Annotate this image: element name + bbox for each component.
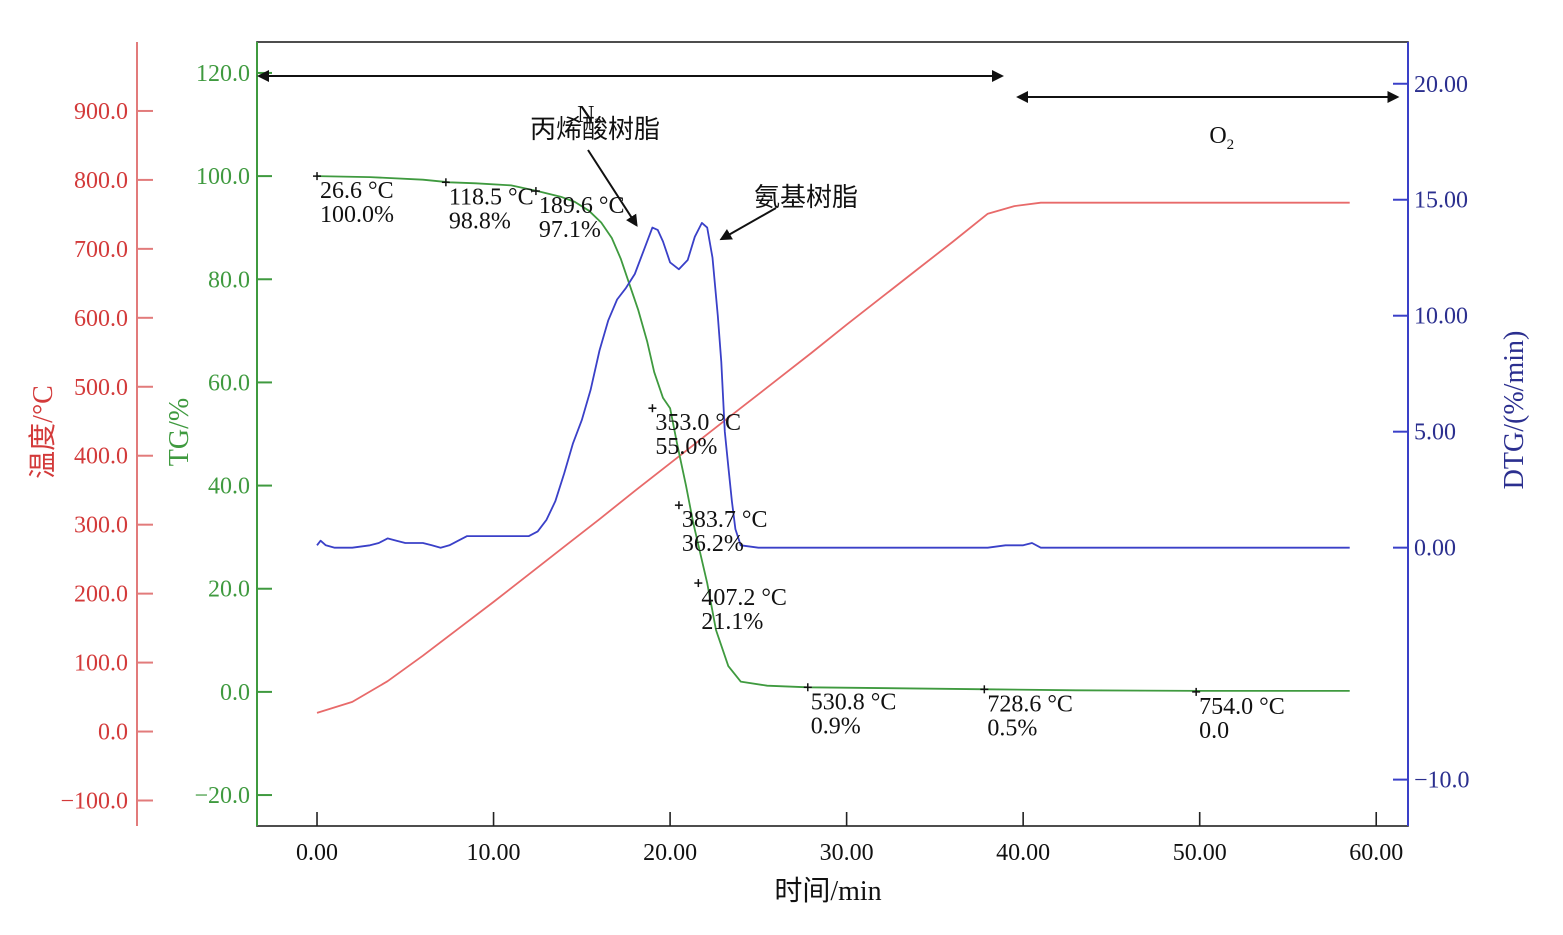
atmosphere-label-main: N bbox=[577, 102, 594, 128]
x-tick-label: 40.00 bbox=[996, 840, 1050, 866]
temperature-tick-label: 200.0 bbox=[74, 582, 128, 608]
temperature-tick-label: 0.0 bbox=[98, 720, 128, 746]
annotation-arrow bbox=[719, 207, 777, 241]
temperature-tick-label: 300.0 bbox=[74, 513, 128, 539]
x-tick-label: 10.00 bbox=[467, 840, 521, 866]
tg-tick-label: 60.0 bbox=[208, 370, 250, 396]
tg-tick-label: −20.0 bbox=[194, 783, 250, 809]
dtg-tick-label: −10.0 bbox=[1414, 768, 1470, 794]
tg-axis: 120.0 100.0 80.0 60.0 40.0 20.0 0.0 −20.0 bbox=[194, 42, 272, 826]
tg-marker-temperature-label: 26.6 °C bbox=[320, 178, 394, 204]
tg-marker-mass-label: 0.0 bbox=[1199, 718, 1229, 744]
atmosphere-label-subscript: 2 bbox=[594, 116, 602, 132]
temperature-tick-label: 400.0 bbox=[74, 444, 128, 470]
atmosphere-label: O2 bbox=[1209, 123, 1234, 153]
tg-marker-temperature-label: 407.2 °C bbox=[701, 585, 787, 611]
x-tick-label: 20.00 bbox=[643, 840, 697, 866]
dtg-axis-title: DTG/(%/min) bbox=[1499, 331, 1530, 490]
tg-marker-temperature-label: 728.6 °C bbox=[987, 691, 1073, 717]
tg-marker-mass-label: 0.5% bbox=[987, 715, 1037, 741]
temperature-tick-label: 700.0 bbox=[74, 237, 128, 263]
dtg-tick-label: 15.00 bbox=[1414, 188, 1468, 214]
temperature-tick-label: 900.0 bbox=[74, 99, 128, 125]
tg-marker-mass-label: 36.2% bbox=[682, 531, 744, 557]
tg-marker-temperature-label: 353.0 °C bbox=[655, 410, 741, 436]
tg-marker-temperature-label: 189.6 °C bbox=[539, 193, 625, 219]
dtg-axis: 20.00 15.00 10.00 5.00 0.00 −10.0 bbox=[1393, 42, 1470, 826]
atmosphere-label-subscript: 2 bbox=[1227, 137, 1235, 153]
tg-marker: 118.5 °C98.8% bbox=[441, 178, 534, 234]
x-tick-label: 0.00 bbox=[296, 840, 338, 866]
tg-marker-mass-label: 97.1% bbox=[539, 217, 601, 243]
time-axis: 0.00 10.00 20.00 30.00 40.00 50.00 60.00 bbox=[296, 812, 1403, 866]
x-tick-label: 60.00 bbox=[1349, 840, 1403, 866]
tg-marker: 754.0 °C0.0 bbox=[1192, 687, 1285, 744]
dtg-tick-label: 10.00 bbox=[1414, 304, 1468, 330]
annotation-acrylic-resin: 丙烯酸树脂 bbox=[530, 115, 660, 144]
tg-tick-label: 40.0 bbox=[208, 474, 250, 500]
tg-tick-label: 120.0 bbox=[196, 61, 250, 87]
dtg-tick-label: 20.00 bbox=[1414, 72, 1468, 98]
temperature-tick-label: 800.0 bbox=[74, 168, 128, 194]
atmosphere-layer: N2 O2 bbox=[257, 70, 1400, 153]
x-axis-title: 时间/min bbox=[774, 875, 881, 907]
tg-marker-mass-label: 0.9% bbox=[811, 713, 861, 739]
temperature-tick-label: 100.0 bbox=[74, 651, 128, 677]
temperature-axis: 900.0 800.0 700.0 600.0 500.0 400.0 300.0 200.0… bbox=[60, 42, 153, 826]
x-tick-label: 50.00 bbox=[1173, 840, 1227, 866]
temperature-tick-label: 600.0 bbox=[74, 306, 128, 332]
temperature-series-line bbox=[316, 201, 1350, 714]
dtg-tick-label: 0.00 bbox=[1414, 536, 1456, 562]
tg-marker: 383.7 °C36.2% bbox=[674, 501, 768, 557]
x-tick-label: 30.00 bbox=[820, 840, 874, 866]
tg-marker: 728.6 °C0.5% bbox=[980, 685, 1073, 741]
series-layer bbox=[316, 175, 1350, 714]
tg-tick-label: 80.0 bbox=[208, 267, 250, 293]
tg-marker: 530.8 °C0.9% bbox=[803, 683, 897, 739]
tg-series-line bbox=[316, 175, 1350, 692]
tg-marker-mass-label: 100.0% bbox=[320, 202, 394, 228]
annotation-arrow bbox=[587, 149, 638, 227]
tg-marker-temperature-label: 754.0 °C bbox=[1199, 694, 1285, 720]
tg-marker-temperature-label: 530.8 °C bbox=[811, 689, 897, 715]
tg-marker-mass-label: 55.0% bbox=[655, 434, 717, 460]
temperature-tick-label: 500.0 bbox=[74, 375, 128, 401]
dtg-tick-label: 5.00 bbox=[1414, 420, 1456, 446]
atmosphere-label: N2 bbox=[577, 102, 602, 132]
tg-tick-label: 100.0 bbox=[196, 164, 250, 190]
tg-tick-label: 20.0 bbox=[208, 577, 250, 603]
tg-marker-mass-label: 21.1% bbox=[701, 609, 763, 635]
tg-marker-temperature-label: 118.5 °C bbox=[449, 184, 534, 210]
tg-axis-title: TG/% bbox=[164, 398, 195, 466]
atmosphere-label-main: O bbox=[1209, 123, 1226, 149]
temperature-axis-title: 温度/°C bbox=[27, 385, 59, 479]
tg-marker-temperature-label: 383.7 °C bbox=[682, 507, 768, 533]
annotation-amino-resin: 氨基树脂 bbox=[754, 183, 858, 212]
temperature-tick-label: −100.0 bbox=[60, 788, 128, 814]
tg-marker-mass-label: 98.8% bbox=[449, 208, 511, 234]
tg-tick-label: 0.0 bbox=[220, 680, 250, 706]
dtg-series-line bbox=[316, 221, 1350, 549]
tg-marker: 407.2 °C21.1% bbox=[694, 579, 787, 635]
annotation-layer: 丙烯酸树脂 氨基树脂 bbox=[530, 115, 858, 241]
tg-marker: 353.0 °C55.0% bbox=[648, 404, 741, 460]
tg-marker: 189.6 °C97.1% bbox=[531, 187, 625, 243]
